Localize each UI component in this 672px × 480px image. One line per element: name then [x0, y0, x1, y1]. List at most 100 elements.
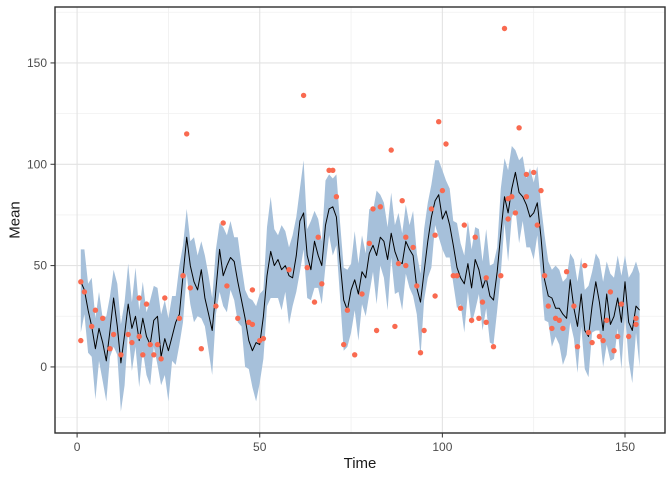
data-point — [107, 346, 113, 352]
data-point — [403, 262, 409, 269]
data-point — [560, 325, 566, 332]
data-point — [151, 352, 157, 358]
data-point — [450, 273, 456, 279]
data-point — [479, 299, 486, 305]
data-point — [162, 295, 168, 301]
data-point — [541, 273, 548, 279]
data-point — [392, 323, 398, 330]
data-point — [571, 303, 577, 309]
data-point — [604, 317, 610, 323]
data-point — [468, 317, 475, 323]
data-point — [125, 331, 131, 338]
data-point — [147, 341, 153, 348]
data-point — [154, 341, 161, 348]
data-point — [319, 281, 325, 287]
data-point — [534, 222, 540, 228]
data-point — [286, 267, 292, 273]
data-point — [531, 169, 537, 176]
data-point — [260, 335, 267, 342]
data-point — [563, 269, 570, 275]
data-point — [403, 234, 409, 240]
data-point — [158, 356, 164, 362]
data-point — [352, 352, 358, 358]
data-point — [582, 262, 588, 269]
x-axis-title: Time — [343, 455, 377, 472]
data-point — [143, 301, 150, 307]
data-point — [574, 344, 581, 350]
data-point — [476, 315, 482, 321]
data-point — [81, 289, 88, 295]
data-point — [213, 303, 219, 309]
data-point — [523, 194, 530, 200]
data-point — [545, 303, 551, 309]
data-point — [556, 317, 562, 323]
data-point — [359, 291, 365, 297]
data-point — [249, 287, 256, 293]
data-point — [388, 147, 394, 153]
data-point — [472, 234, 478, 240]
data-point — [198, 346, 204, 352]
data-point — [395, 260, 402, 267]
data-point — [78, 337, 84, 344]
data-point — [596, 333, 603, 340]
data-point — [333, 194, 340, 200]
data-point — [330, 167, 336, 173]
y-axis-title: Mean — [6, 201, 24, 239]
data-point — [344, 307, 351, 313]
data-point — [421, 327, 427, 334]
data-point — [432, 293, 438, 299]
data-point — [136, 333, 142, 340]
x-tick-label: 100 — [432, 440, 452, 454]
data-point — [300, 92, 307, 99]
data-point — [626, 333, 632, 340]
data-point — [633, 321, 639, 328]
data-point — [483, 275, 489, 281]
data-point — [436, 119, 442, 125]
y-tick-label: 50 — [34, 259, 48, 273]
confidence-ribbon — [80, 146, 640, 412]
data-point — [180, 273, 186, 279]
data-point — [417, 350, 424, 356]
panel-border — [54, 6, 666, 434]
mean-line — [80, 171, 640, 364]
data-point — [100, 315, 106, 321]
data-point — [370, 206, 376, 212]
data-point — [110, 331, 117, 338]
data-point — [461, 222, 467, 228]
y-tick-label: 150 — [27, 56, 47, 70]
data-point — [341, 341, 347, 348]
data-point — [118, 352, 124, 358]
data-point — [611, 348, 617, 354]
data-point — [224, 283, 230, 289]
data-point — [549, 325, 555, 332]
data-point — [184, 131, 190, 137]
data-point — [490, 344, 497, 350]
data-point — [501, 25, 508, 32]
data-point — [443, 141, 449, 147]
data-point — [176, 315, 183, 321]
y-tick-label: 0 — [40, 360, 47, 374]
data-point — [92, 307, 99, 313]
data-point — [607, 289, 614, 295]
data-point — [136, 295, 142, 301]
data-point — [633, 315, 639, 321]
data-point — [89, 323, 95, 330]
data-point — [235, 315, 241, 321]
data-point — [589, 339, 595, 346]
data-point — [366, 240, 372, 246]
data-point — [454, 273, 460, 279]
data-point — [315, 234, 321, 240]
data-point — [249, 321, 256, 328]
data-point — [498, 273, 504, 279]
data-point — [326, 167, 332, 173]
data-point — [78, 279, 84, 285]
data-point — [187, 285, 193, 291]
data-point — [585, 329, 592, 336]
data-point — [509, 194, 515, 200]
data-point — [399, 198, 405, 204]
data-point — [311, 299, 318, 305]
data-point — [538, 187, 544, 194]
data-point — [523, 171, 530, 178]
data-point — [483, 319, 489, 325]
